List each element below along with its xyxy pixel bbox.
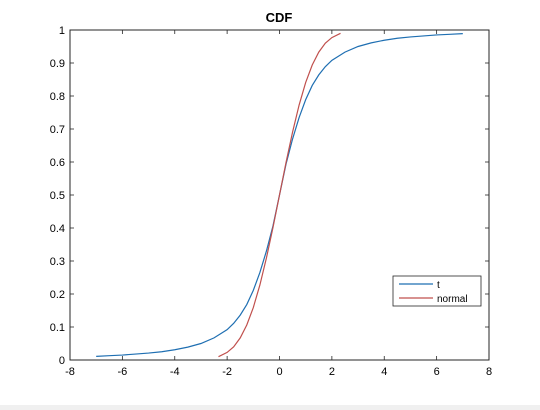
y-tick-label: 0 bbox=[59, 355, 65, 367]
y-tick-label: 1 bbox=[59, 25, 65, 37]
series-line-normal bbox=[218, 32, 341, 358]
y-tick-label: 0.5 bbox=[50, 190, 65, 202]
y-axis-ticks: 0 0.1 0.2 0.3 0.4 0.5 0.6 0.7 0.8 0.9 1 bbox=[50, 25, 489, 367]
y-tick-label: 0.6 bbox=[50, 157, 65, 169]
x-tick-label: 6 bbox=[434, 366, 440, 378]
legend-label-normal: normal bbox=[437, 294, 468, 305]
legend-label-t: t bbox=[437, 280, 440, 291]
y-tick-label: 0.4 bbox=[50, 223, 65, 235]
chart-title: CDF bbox=[266, 10, 293, 25]
y-tick-label: 0.7 bbox=[50, 124, 65, 136]
x-tick-label: 0 bbox=[276, 366, 282, 378]
x-tick-label: 8 bbox=[486, 366, 492, 378]
x-tick-label: 2 bbox=[329, 366, 335, 378]
x-tick-label: 4 bbox=[381, 366, 387, 378]
legend: t normal bbox=[392, 275, 482, 307]
y-tick-label: 0.9 bbox=[50, 58, 65, 70]
x-tick-label: -2 bbox=[222, 366, 232, 378]
y-tick-label: 0.8 bbox=[50, 91, 65, 103]
x-axis-ticks: -8 -6 -4 -2 0 2 4 6 8 bbox=[65, 30, 492, 378]
x-tick-label: -6 bbox=[117, 366, 127, 378]
y-tick-label: 0.2 bbox=[50, 289, 65, 301]
y-tick-label: 0.1 bbox=[50, 322, 65, 334]
x-tick-label: -4 bbox=[170, 366, 180, 378]
y-tick-label: 0.3 bbox=[50, 256, 65, 268]
series-group bbox=[96, 32, 463, 358]
x-tick-label: -8 bbox=[65, 366, 75, 378]
legend-box bbox=[392, 275, 482, 307]
